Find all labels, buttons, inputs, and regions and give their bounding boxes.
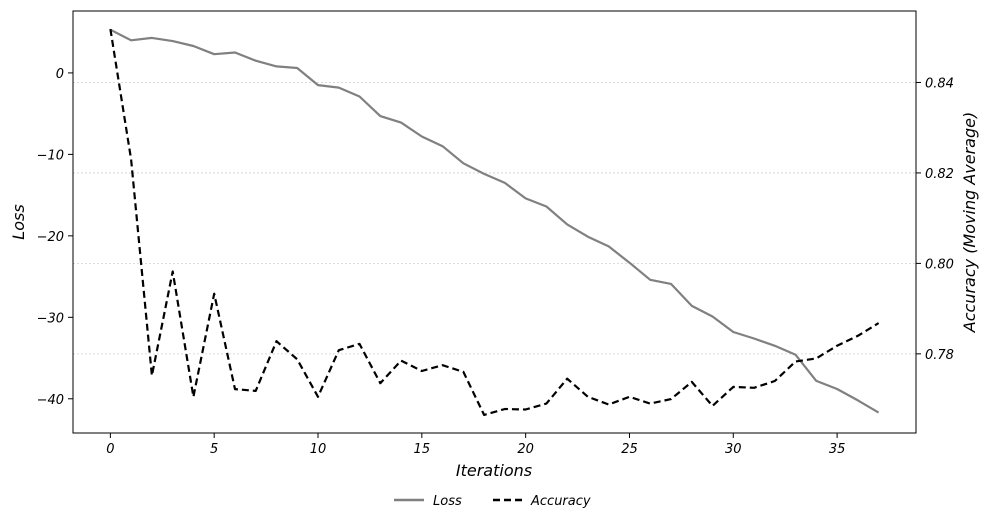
y-axis-right-label: Accuracy (Moving Average) (960, 112, 979, 333)
plot-area-frame (72, 10, 917, 434)
y-axis-right: 0.84 0.82 0.80 0.78 (916, 76, 954, 363)
grid (73, 82, 916, 355)
x-axis-label: Iterations (456, 461, 532, 480)
x-tick-label: 5 (210, 442, 218, 457)
y-right-tick-label: 0.78 (925, 348, 954, 363)
series-line-loss (109, 28, 880, 414)
plot-series (109, 28, 880, 416)
y-left-tick-label: −30 (37, 311, 64, 326)
x-tick-label: 20 (517, 442, 534, 457)
y-right-tick-label: 0.80 (925, 257, 954, 272)
y-axis-left: 0 −10 −20 −30 −40 (37, 67, 73, 408)
x-tick-label: 30 (725, 442, 742, 457)
y-left-tick-label: −10 (37, 148, 64, 163)
y-left-tick-label: −20 (37, 230, 64, 245)
x-tick-label: 15 (414, 442, 431, 457)
series-line-accuracy (109, 28, 880, 416)
x-tick-label: 25 (621, 442, 638, 457)
x-tick-label: 0 (106, 442, 114, 457)
y-right-tick-label: 0.84 (925, 76, 954, 91)
legend-label-accuracy: Accuracy (530, 494, 591, 509)
x-tick-label: 10 (310, 442, 327, 457)
legend-label-loss: Loss (433, 494, 462, 509)
x-tick-label: 35 (829, 442, 846, 457)
x-axis: 0 5 10 15 20 25 30 35 (106, 433, 845, 457)
legend: Loss Accuracy (394, 494, 591, 509)
y-left-tick-label: 0 (56, 67, 64, 82)
y-right-tick-label: 0.82 (925, 167, 954, 182)
y-left-tick-label: −40 (37, 393, 64, 408)
y-axis-left-label: Loss (9, 204, 28, 239)
